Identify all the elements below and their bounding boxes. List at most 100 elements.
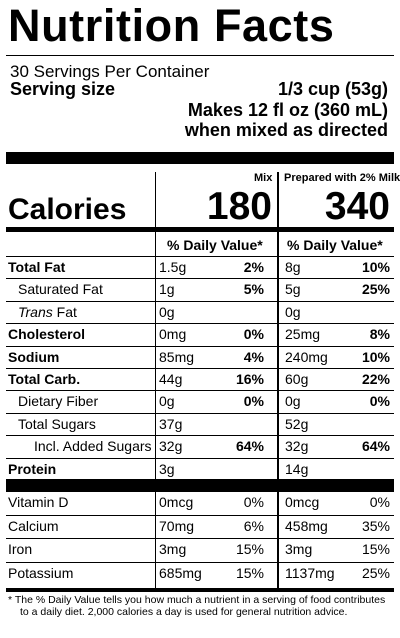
mix-amount: 1.5g — [159, 259, 187, 275]
prepared-amount: 14g — [285, 460, 309, 477]
thick-divider-top — [6, 152, 394, 164]
mix-daily-value: 15% — [235, 564, 264, 581]
mix-daily-value: 2% — [243, 259, 264, 275]
vitamin-row: Iron 3mg 15% 3mg 15% — [6, 538, 394, 560]
servings-per-container: 30 Servings Per Container — [10, 62, 210, 81]
mix-amount: 70mg — [159, 517, 195, 534]
thick-divider-bottom — [6, 479, 394, 491]
column-rule-middle — [277, 172, 279, 588]
nutrient-row: Total Fat 1.5g 2% 8g 10% — [6, 256, 394, 278]
prepared-amount: 32g — [285, 438, 309, 455]
nutrient-name: Saturated Fat — [18, 281, 103, 298]
mix-daily-value: 0% — [243, 494, 264, 510]
mix-daily-value: 0% — [243, 326, 264, 343]
mix-amount: 1g — [159, 281, 175, 298]
mix-amount: 0g — [159, 393, 175, 410]
nutrient-row: Sodium 85mg 4% 240mg 10% — [6, 345, 394, 368]
title-divider — [6, 55, 394, 56]
daily-value-header-mix: % Daily Value* — [167, 237, 263, 253]
footnote-text: * The % Daily Value tells you how much a… — [8, 594, 386, 618]
mix-amount: 85mg — [159, 348, 195, 365]
nutrient-name: Vitamin D — [8, 494, 69, 510]
vitamin-row: Vitamin D 0mcg 0% 0mcg 0% — [6, 491, 394, 513]
nutrient-row: Trans Fat 0g 0g — [6, 300, 394, 323]
nutrient-row: Total Carb. 44g 16% 60g 22% — [6, 368, 394, 390]
column-rule-left — [155, 172, 156, 588]
nutrient-name: Dietary Fiber — [18, 393, 99, 410]
prepared-amount: 3mg — [285, 541, 313, 557]
nutrient-row: Cholesterol 0mg 0% 25mg 8% — [6, 323, 394, 345]
prepared-amount: 52g — [285, 415, 309, 432]
calories-divider — [6, 227, 394, 232]
nutrient-row: Protein 3g 14g — [6, 457, 394, 480]
vitamin-row: Calcium 70mg 6% 458mg 35% — [6, 514, 394, 537]
mix-amount: 37g — [159, 415, 183, 432]
nutrient-name: Calcium — [8, 517, 59, 534]
prepared-daily-value: 35% — [361, 517, 390, 534]
prepared-daily-value: 10% — [361, 259, 390, 275]
mix-amount: 44g — [159, 371, 183, 387]
prepared-amount: 25mg — [285, 326, 321, 343]
mix-amount: 3mg — [159, 541, 187, 557]
prepared-daily-value: 10% — [361, 348, 390, 365]
prepared-daily-value: 22% — [361, 371, 390, 387]
prepared-amount: 5g — [285, 281, 301, 298]
nutrient-row: Dietary Fiber 0g 0% 0g 0% — [6, 390, 394, 412]
nutrient-name: Trans Fat — [18, 303, 77, 320]
serving-size-label: Serving size — [10, 79, 116, 99]
nutrient-name: Incl. Added Sugars — [34, 438, 152, 455]
prepared-amount: 8g — [285, 259, 301, 275]
prepared-column-header: Prepared with 2% Milk — [284, 172, 400, 184]
mix-amount: 0mg — [159, 326, 187, 343]
serving-size-block: 1/3 cup (53g) Makes 12 fl oz (360 mL) wh… — [185, 79, 388, 141]
footnote: * The % Daily Value tells you how much a… — [8, 594, 394, 618]
mix-amount: 32g — [159, 438, 183, 455]
nutrient-row: Saturated Fat 1g 5% 5g 25% — [6, 278, 394, 300]
mix-daily-value: 4% — [243, 348, 264, 365]
mix-daily-value: 0% — [243, 393, 264, 410]
mix-daily-value: 64% — [235, 438, 264, 455]
makes-text: Makes 12 fl oz (360 mL) — [187, 99, 388, 120]
prepared-daily-value: 0% — [369, 393, 390, 410]
prepared-amount: 0g — [285, 303, 301, 320]
prepared-daily-value: 25% — [361, 281, 390, 298]
mix-column-header: Mix — [254, 172, 273, 184]
mix-amount: 3g — [159, 460, 175, 477]
prepared-daily-value: 8% — [369, 326, 390, 343]
prepared-amount: 60g — [285, 371, 309, 387]
vitamin-row: Potassium 685mg 15% 1137mg 25% — [6, 561, 394, 584]
nutrient-name: Total Sugars — [18, 415, 96, 432]
calories-mix-value: 180 — [206, 185, 272, 228]
footnote-divider — [6, 588, 394, 592]
prepared-amount: 0g — [285, 393, 301, 410]
prepared-amount: 240mg — [285, 348, 328, 365]
nutrient-name: Sodium — [8, 348, 60, 365]
prepared-amount: 0mcg — [285, 494, 320, 510]
mixed-text: when mixed as directed — [184, 120, 388, 140]
nutrient-name: Cholesterol — [8, 326, 86, 343]
prepared-daily-value: 15% — [361, 541, 390, 557]
mix-daily-value: 5% — [243, 281, 264, 298]
prepared-daily-value: 64% — [361, 438, 390, 455]
serving-size-value: 1/3 cup (53g) — [277, 79, 388, 99]
mix-daily-value: 16% — [235, 371, 264, 387]
daily-value-header-prepared: % Daily Value* — [287, 237, 383, 253]
nutrient-name: Iron — [8, 541, 33, 557]
calories-label: Calories — [8, 193, 127, 226]
prepared-daily-value: 0% — [369, 494, 390, 510]
nutrient-row: Total Sugars 37g 52g — [6, 412, 394, 435]
nutrient-name: Protein — [8, 460, 57, 477]
calories-prepared-value: 340 — [324, 185, 390, 228]
nutrient-name: Total Fat — [8, 259, 66, 275]
label-title: Nutrition Facts — [8, 0, 335, 51]
prepared-amount: 1137mg — [285, 564, 335, 581]
prepared-amount: 458mg — [285, 517, 328, 534]
mix-amount: 0g — [159, 303, 175, 320]
nutrient-name: Total Carb. — [8, 371, 81, 387]
mix-daily-value: 6% — [243, 517, 264, 534]
mix-amount: 685mg — [159, 564, 202, 581]
nutrient-row: Incl. Added Sugars 32g 64% 32g 64% — [6, 435, 394, 457]
mix-daily-value: 15% — [235, 541, 264, 557]
mix-amount: 0mcg — [159, 494, 194, 510]
